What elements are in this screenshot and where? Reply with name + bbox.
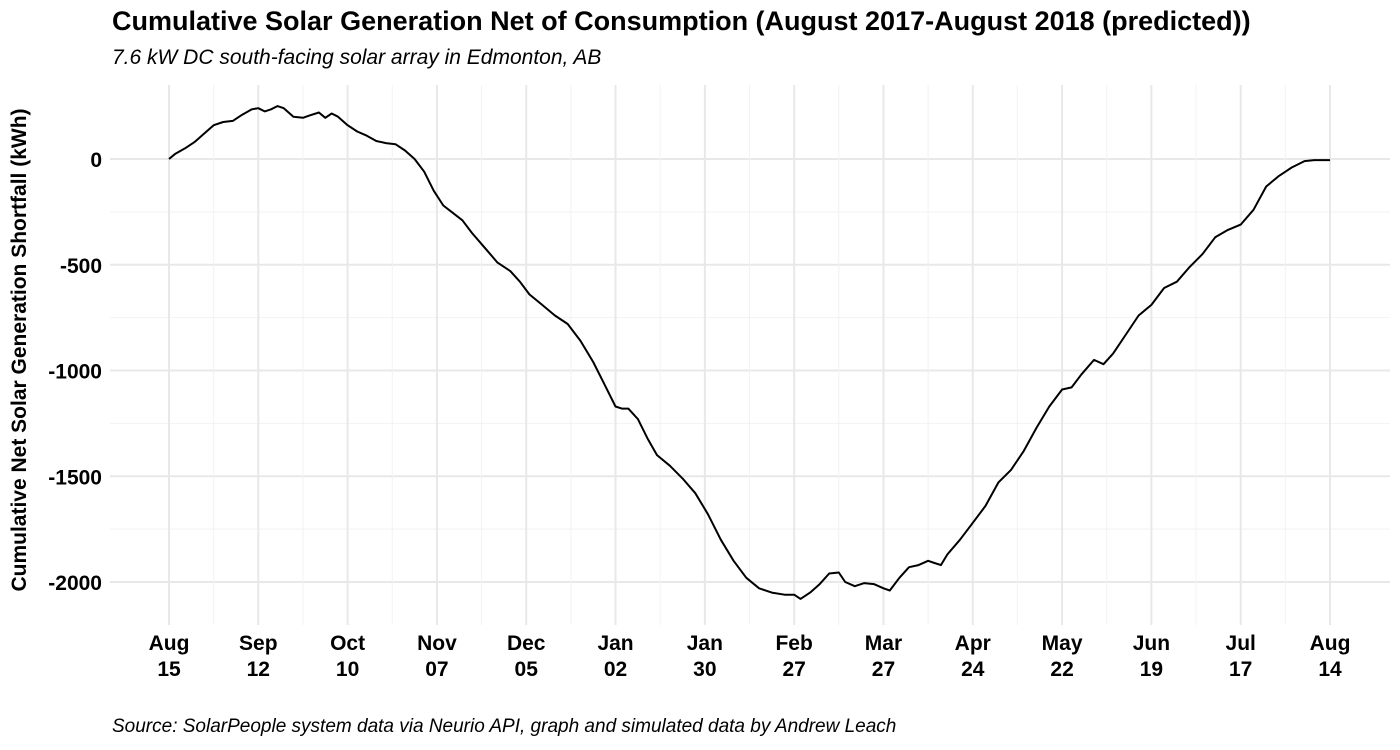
x-tick-label: Jan 30 xyxy=(687,632,723,681)
x-tick-label: Mar 27 xyxy=(865,632,902,681)
x-tick-label: Feb 27 xyxy=(775,632,812,681)
series-line xyxy=(168,105,1330,600)
y-tick-label: -500 xyxy=(60,255,102,278)
x-tick-label: Dec 05 xyxy=(507,632,546,681)
y-axis-ticks: 0 -500 -1000 -1500 -2000 xyxy=(48,149,102,595)
x-tick-label: Oct 10 xyxy=(330,632,365,681)
x-tick-label: Jun 19 xyxy=(1133,632,1170,681)
x-tick-label: Apr 24 xyxy=(955,632,991,681)
x-tick-label: Nov 07 xyxy=(417,632,457,681)
y-tick-label: -1000 xyxy=(48,361,102,384)
x-tick-label: Sep 12 xyxy=(239,632,278,681)
series-layer xyxy=(168,105,1330,600)
chart-title: Cumulative Solar Generation Net of Consu… xyxy=(112,6,1251,36)
x-tick-label: May 22 xyxy=(1042,632,1083,681)
x-tick-label: Aug 14 xyxy=(1310,632,1351,681)
y-tick-label: -2000 xyxy=(48,572,102,595)
y-tick-label: 0 xyxy=(90,149,102,172)
x-axis-ticks: Aug 15 Sep 12 Oct 10 Nov 07 Dec 05 Jan 02 Jan 30 Feb 27… xyxy=(149,632,1351,681)
y-tick-label: -1500 xyxy=(48,466,102,489)
x-tick-label: Jul 17 xyxy=(1226,632,1256,681)
gridlines xyxy=(110,85,1390,625)
chart-subtitle: 7.6 kW DC south-facing solar array in Ed… xyxy=(112,46,602,69)
chart-caption: Source: SolarPeople system data via Neur… xyxy=(112,716,897,737)
x-tick-label: Jan 02 xyxy=(597,632,633,681)
x-tick-label: Aug 15 xyxy=(149,632,190,681)
